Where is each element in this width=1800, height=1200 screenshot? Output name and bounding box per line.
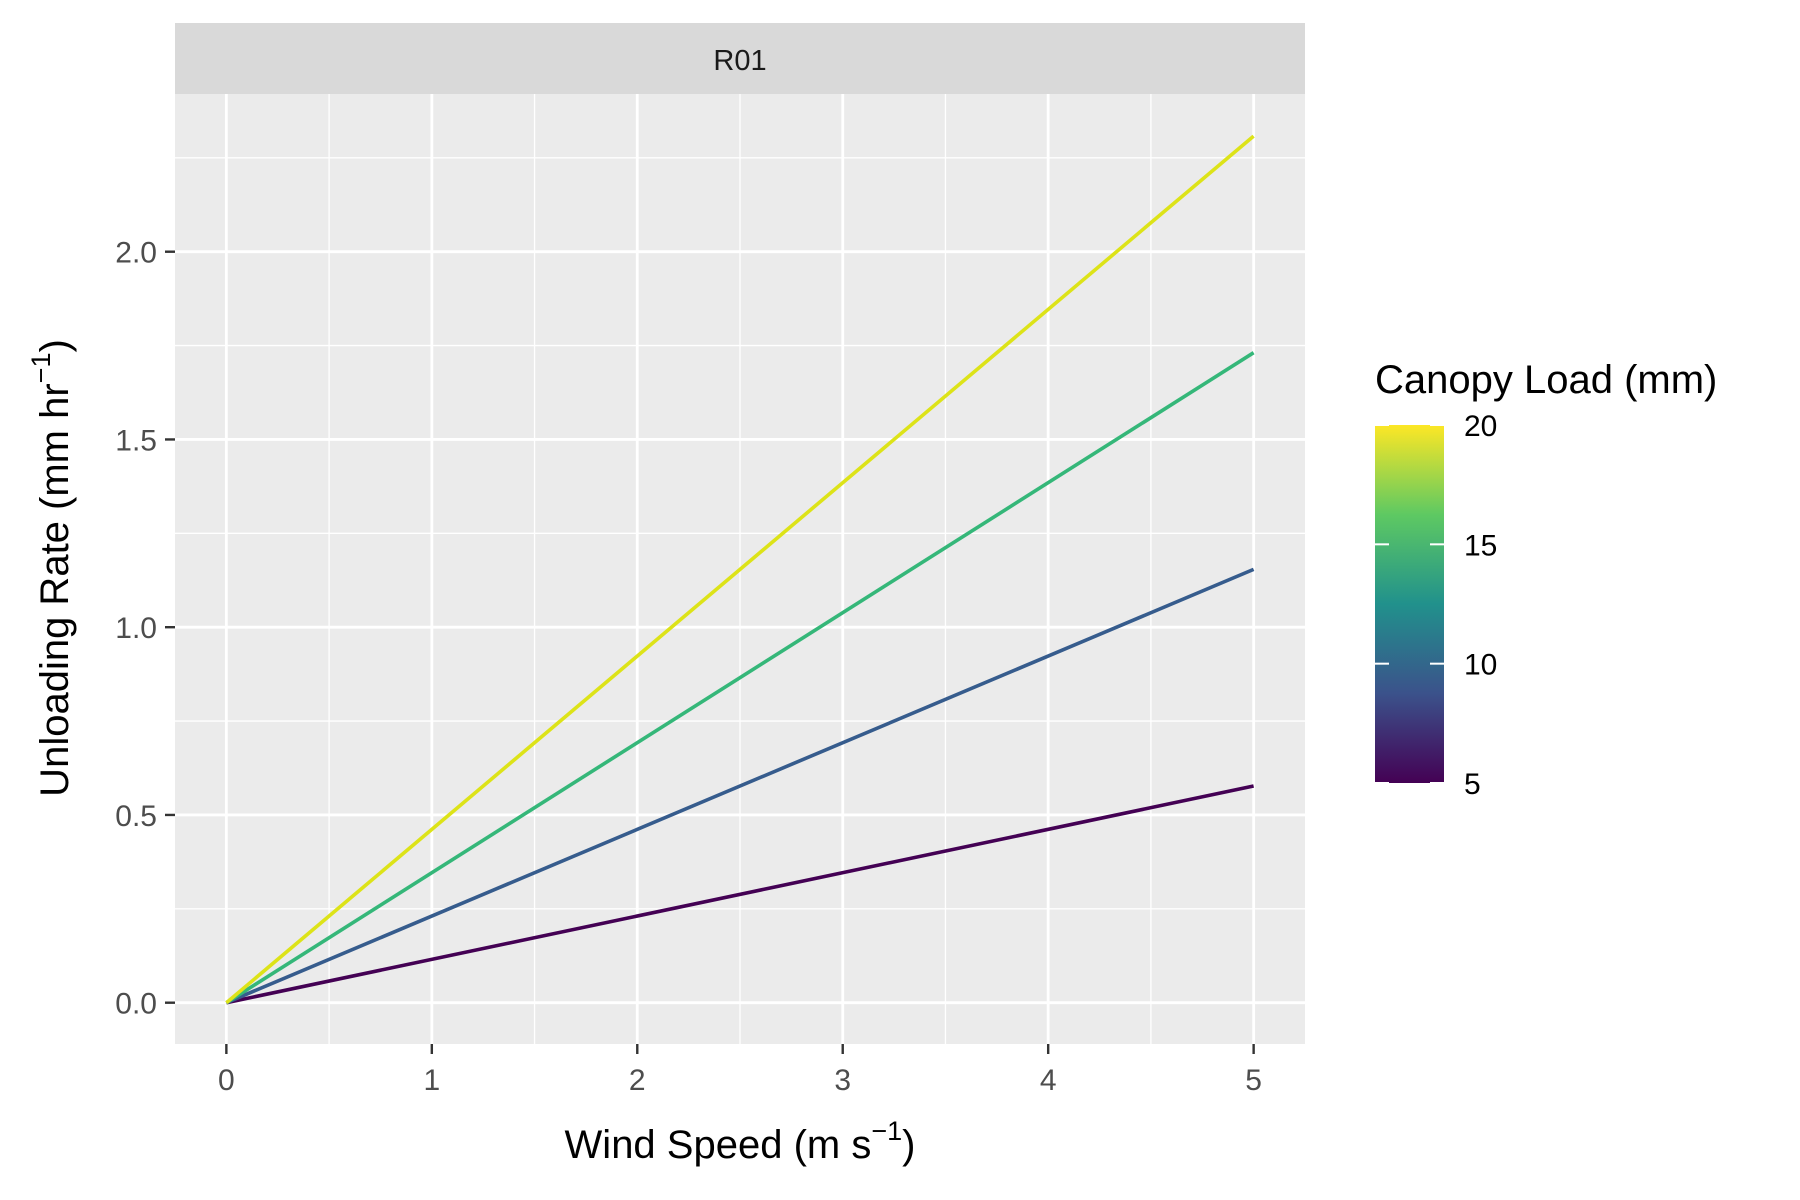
legend-title: Canopy Load (mm) bbox=[1375, 358, 1717, 402]
legend-tick-label: 20 bbox=[1464, 410, 1497, 443]
y-tick-label: 0.5 bbox=[115, 800, 157, 833]
facet-strip bbox=[175, 23, 1305, 94]
y-tick-label: 1.5 bbox=[115, 424, 157, 457]
x-tick-label: 0 bbox=[218, 1064, 235, 1097]
y-axis: 0.0 0.5 1.0 1.5 2.0 bbox=[115, 237, 175, 1021]
major-grid bbox=[175, 94, 1305, 1044]
legend-ticks: 5 10 15 20 bbox=[1375, 410, 1497, 801]
series-line-canopy-load-5 bbox=[226, 784, 1254, 1005]
x-tick-label: 5 bbox=[1245, 1064, 1262, 1097]
series-line-canopy-load-15 bbox=[225, 351, 1255, 1005]
x-axis-title-superscript: −1 bbox=[871, 1116, 902, 1146]
x-tick-label: 2 bbox=[629, 1064, 646, 1097]
x-axis: 0 1 2 3 4 5 bbox=[218, 1044, 1262, 1097]
y-tick-label: 1.0 bbox=[115, 612, 157, 645]
x-tick-label: 1 bbox=[423, 1064, 440, 1097]
y-tick-label: 2.0 bbox=[115, 237, 157, 270]
color-legend: Canopy Load (mm) 5 10 15 20 bbox=[1375, 358, 1717, 801]
series-lines bbox=[225, 134, 1255, 1005]
legend-colorbar bbox=[1375, 425, 1444, 783]
y-axis-title: Unloading Rate (mm hr−1) bbox=[26, 339, 77, 797]
legend-tick-label: 15 bbox=[1464, 529, 1497, 562]
legend-tick-label: 10 bbox=[1464, 649, 1497, 682]
x-tick-label: 4 bbox=[1040, 1064, 1057, 1097]
y-axis-title-superscript: −1 bbox=[26, 353, 56, 384]
series-line-canopy-load-10 bbox=[225, 567, 1255, 1005]
y-tick-label: 0.0 bbox=[115, 988, 157, 1021]
x-axis-title: Wind Speed (m s−1) bbox=[565, 1116, 916, 1167]
facet-label: R01 bbox=[713, 45, 766, 77]
x-tick-label: 3 bbox=[834, 1064, 851, 1097]
legend-tick-label: 5 bbox=[1464, 768, 1481, 801]
series-line-canopy-load-20 bbox=[225, 134, 1255, 1005]
